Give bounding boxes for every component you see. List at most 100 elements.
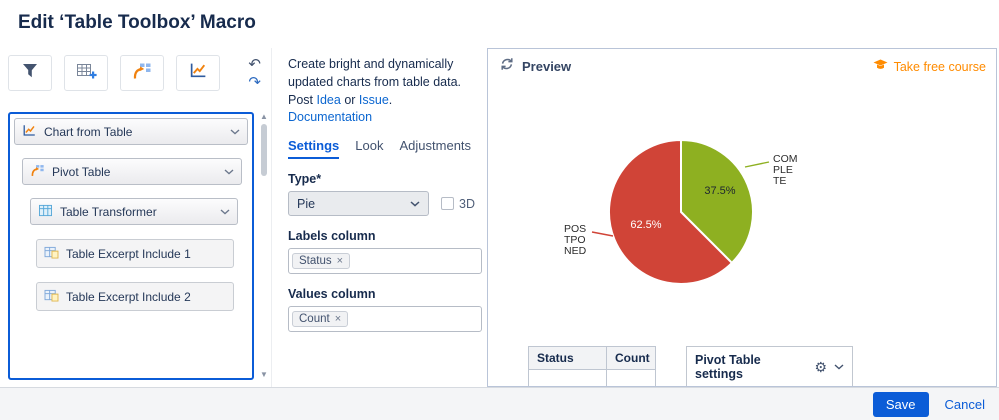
svg-text:NED: NED [564,245,587,257]
table-header-row: Status Count [528,346,656,370]
pie-slice-complete[interactable] [680,138,754,265]
three-d-label: 3D [459,196,475,211]
column-header-status: Status [528,346,606,370]
page-title: Edit ‘Table Toolbox’ Macro [18,12,256,33]
scrollbar-track[interactable] [260,122,268,370]
table-transformer-icon [38,204,53,220]
tree-scrollbar[interactable]: ▲ ▼ [258,112,270,380]
chevron-down-icon [410,200,420,207]
tree-item-label: Pivot Table [52,164,111,179]
table-excerpt-icon [44,289,59,305]
tree-item-chart-from-table[interactable]: Chart from Table [14,118,248,145]
issue-link[interactable]: Issue [358,92,389,107]
pivot-table-icon [132,62,152,85]
filter-icon [20,62,40,85]
add-table-icon [76,62,97,85]
dialog-header: Edit ‘Table Toolbox’ Macro [0,0,999,48]
table-excerpt-icon [44,246,59,262]
add-pivot-table-button[interactable] [120,55,164,91]
tab-settings[interactable]: Settings [288,138,340,159]
slice-value-complete: 37.5% [704,185,735,197]
values-column-input[interactable]: Count × [288,306,482,332]
tree-item-table-excerpt-include-2[interactable]: Table Excerpt Include 2 [36,282,234,311]
leader-line-postponed [591,231,614,237]
macro-description: Create bright and dynamically updated ch… [288,57,462,125]
save-button[interactable]: Save [872,391,929,417]
labels-column-chip: Status × [292,253,351,269]
three-d-checkbox[interactable] [441,197,455,210]
take-free-course-link[interactable]: Take free course [873,59,986,74]
pie-slice-postponed[interactable] [607,138,734,285]
tab-look[interactable]: Look [355,138,384,153]
pie-chart: 37.5% 62.5% COM PLE TE POS TPO NED [528,104,858,344]
filter-table-button[interactable] [8,55,52,91]
slice-value-postponed: 62.5% [630,219,661,231]
scroll-up-icon[interactable]: ▲ [260,112,268,121]
preview-header: Preview Take free course [488,49,996,76]
tree-item-label: Table Excerpt Include 1 [66,246,191,261]
chevron-down-icon[interactable] [220,208,230,215]
pivot-table-settings-box: Pivot Table settings ⚙ Row labels [686,346,853,386]
idea-link[interactable]: Idea [316,92,341,107]
settings-panel: Create bright and dynamically updated ch… [272,48,487,387]
dialog-footer: Save Cancel [0,387,999,420]
chevron-down-icon[interactable] [224,168,234,175]
post-prefix: Post [288,92,317,107]
tab-adjustments[interactable]: Adjustments [399,138,472,153]
svg-text:POS: POS [564,223,586,235]
labels-column-input[interactable]: Status × [288,248,482,274]
slice-label-postponed: POS TPO NED [564,223,587,257]
cancel-link[interactable]: Cancel [944,396,985,412]
remove-icon[interactable]: × [336,254,344,267]
preview-panel: Preview Take free course 37.5% 62.5% COM… [487,48,997,387]
type-label: Type* [288,172,322,186]
description-text: Create bright and dynamically updated ch… [288,57,462,89]
refresh-icon[interactable] [500,57,514,76]
undo-icon[interactable]: ↶ [248,56,261,73]
graduation-cap-icon [873,59,888,74]
svg-text:TE: TE [773,175,786,187]
svg-text:COM: COM [773,153,798,165]
values-column-label: Values column [288,287,376,301]
chip-text: Status [299,255,332,267]
pivot-settings-title: Pivot Table settings [695,353,761,381]
chart-icon [189,62,208,84]
chip-text: Count [299,313,330,325]
course-link-text: Take free course [893,59,986,74]
gear-icon[interactable]: ⚙ [814,359,827,375]
chart-type-select[interactable]: Pie [288,191,430,216]
tree-item-label: Table Transformer [60,204,157,219]
svg-text:TPO: TPO [564,234,586,246]
macro-tree: Chart from Table Pivot Table [8,112,254,380]
chevron-down-icon[interactable] [230,128,240,135]
scroll-down-icon[interactable]: ▼ [260,370,268,379]
tree-item-label: Table Excerpt Include 2 [66,289,191,304]
svg-text:PLE: PLE [773,164,793,176]
remove-icon[interactable]: × [334,312,342,325]
settings-tabs: Settings Look Adjustments [288,138,475,159]
values-column-chip: Count × [292,311,349,327]
tree-item-table-transformer[interactable]: Table Transformer [30,198,238,225]
chart-icon [22,124,37,140]
redo-icon[interactable]: ↷ [248,74,261,91]
macro-toolbar: ↶ ↷ [8,55,265,91]
labels-column-label: Labels column [288,229,376,243]
tree-item-table-excerpt-include-1[interactable]: Table Excerpt Include 1 [36,239,234,268]
add-chart-button[interactable] [176,55,220,91]
column-header-count: Count [606,346,656,370]
preview-title: Preview [522,59,572,74]
tree-item-label: Chart from Table [44,124,133,139]
scrollbar-thumb[interactable] [261,124,267,176]
source-data-table: Status Count [528,346,656,386]
leader-line-complete [744,161,770,168]
table-row [528,370,656,386]
chart-type-value: Pie [297,196,316,211]
tree-item-pivot-table[interactable]: Pivot Table [22,158,242,185]
add-table-button[interactable] [64,55,108,91]
structure-panel: ↶ ↷ Chart from Table [0,48,272,387]
pivot-table-icon [30,164,45,180]
chevron-down-icon[interactable] [834,364,844,370]
documentation-link[interactable]: Documentation [288,110,373,125]
slice-label-complete: COM PLE TE [773,153,798,187]
